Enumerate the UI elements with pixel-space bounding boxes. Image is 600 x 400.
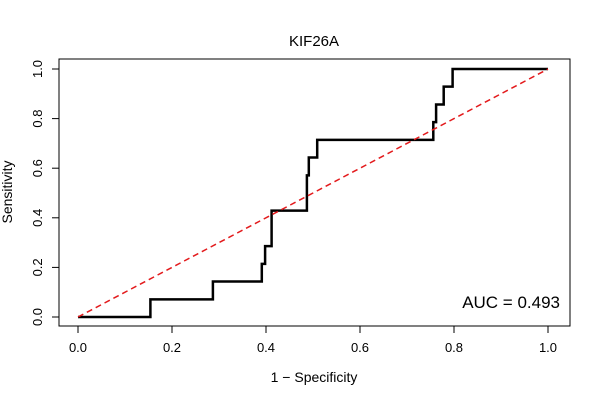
diagonal-reference-line: [77, 68, 549, 318]
x-tick-label: 0.2: [163, 340, 181, 355]
roc-curve: [78, 67, 548, 319]
x-axis: 0.0 0.2 0.4 0.6 0.8 1.0: [69, 325, 557, 355]
chart-title: KIF26A: [289, 33, 339, 50]
y-axis-label: Sensitivity: [0, 160, 15, 223]
y-tick-label: 0.6: [30, 159, 45, 177]
y-axis: 0.0 0.2 0.4 0.6 0.8 1.0: [30, 60, 60, 326]
x-tick-label: 0.6: [351, 340, 369, 355]
x-tick-label: 1.0: [539, 340, 557, 355]
y-tick-label: 1.0: [30, 60, 45, 78]
y-tick-label: 0.4: [30, 209, 45, 227]
x-axis-label: 1 − Specificity: [271, 369, 358, 385]
series-layer: [77, 67, 549, 319]
x-tick-label: 0.8: [445, 340, 463, 355]
auc-annotation: AUC = 0.493: [462, 293, 560, 312]
y-tick-label: 0.8: [30, 110, 45, 128]
y-tick-label: 0.0: [30, 308, 45, 326]
x-tick-label: 0.4: [257, 340, 275, 355]
x-tick-label: 0.0: [69, 340, 87, 355]
y-tick-label: 0.2: [30, 258, 45, 276]
